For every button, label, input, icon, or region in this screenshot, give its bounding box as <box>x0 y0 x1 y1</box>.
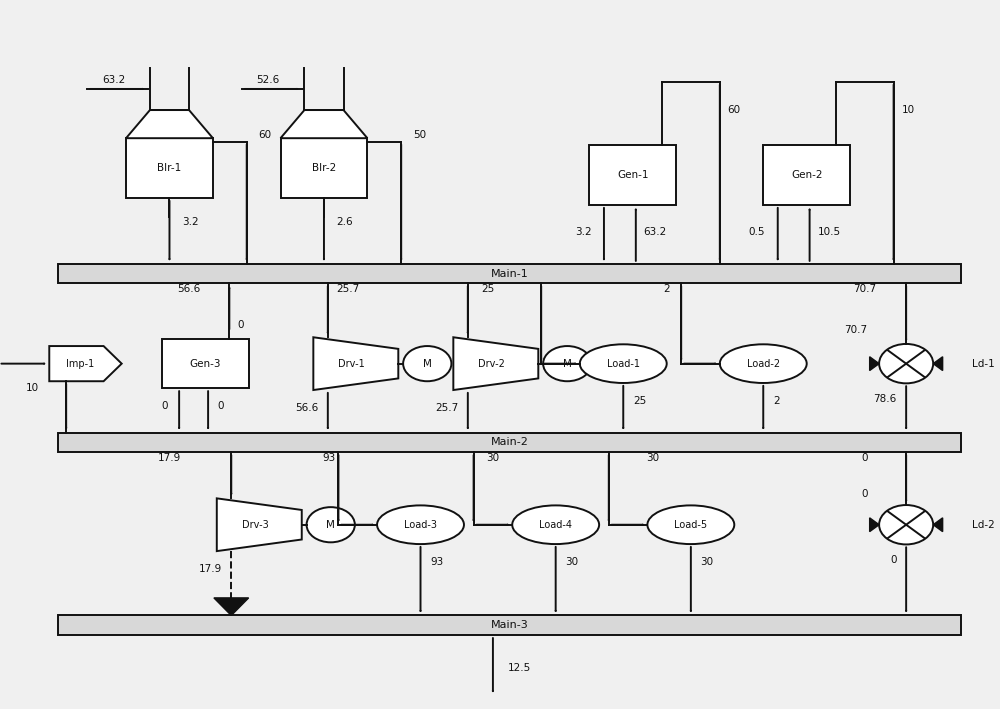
Text: 70.7: 70.7 <box>844 325 868 335</box>
Text: 17.9: 17.9 <box>198 564 222 574</box>
Ellipse shape <box>512 506 599 544</box>
Polygon shape <box>214 598 249 615</box>
Text: 2.6: 2.6 <box>337 217 353 227</box>
Circle shape <box>307 507 355 542</box>
Polygon shape <box>933 518 943 532</box>
Text: 30: 30 <box>486 453 499 463</box>
Circle shape <box>403 346 451 381</box>
Text: Load-1: Load-1 <box>607 359 640 369</box>
Text: 0: 0 <box>161 401 168 411</box>
Text: 0: 0 <box>861 489 868 499</box>
Text: 56.6: 56.6 <box>177 284 200 294</box>
Text: 3.2: 3.2 <box>575 228 591 238</box>
Text: Drv-2: Drv-2 <box>478 359 505 369</box>
Polygon shape <box>870 518 879 532</box>
FancyBboxPatch shape <box>58 615 961 635</box>
Polygon shape <box>281 110 367 138</box>
Text: 60: 60 <box>258 130 271 140</box>
FancyBboxPatch shape <box>281 138 367 198</box>
Text: 25.7: 25.7 <box>336 284 360 294</box>
Text: 10: 10 <box>901 105 914 115</box>
Polygon shape <box>933 357 943 371</box>
Text: 93: 93 <box>430 557 443 566</box>
Text: Blr-2: Blr-2 <box>312 163 336 173</box>
Circle shape <box>879 505 933 545</box>
Polygon shape <box>870 357 879 371</box>
Text: Load-3: Load-3 <box>404 520 437 530</box>
Text: Main-3: Main-3 <box>491 620 529 630</box>
Text: 50: 50 <box>413 130 426 140</box>
Text: 12.5: 12.5 <box>507 662 531 673</box>
Text: 0.5: 0.5 <box>749 228 765 238</box>
Ellipse shape <box>720 345 807 383</box>
Text: 0: 0 <box>861 453 868 463</box>
Text: M: M <box>563 359 572 369</box>
Text: Drv-1: Drv-1 <box>338 359 365 369</box>
Polygon shape <box>453 337 538 390</box>
Text: 10: 10 <box>26 384 39 393</box>
Text: Imp-1: Imp-1 <box>66 359 94 369</box>
Text: Load-4: Load-4 <box>539 520 572 530</box>
FancyBboxPatch shape <box>58 432 961 452</box>
Text: M: M <box>423 359 432 369</box>
Circle shape <box>879 344 933 384</box>
Text: Gen-3: Gen-3 <box>189 359 221 369</box>
Text: Gen-1: Gen-1 <box>617 170 649 180</box>
Text: 56.6: 56.6 <box>295 403 318 413</box>
Text: Ld-1: Ld-1 <box>972 359 995 369</box>
Text: Main-1: Main-1 <box>491 269 529 279</box>
Text: Load-5: Load-5 <box>674 520 707 530</box>
FancyBboxPatch shape <box>126 138 213 198</box>
Text: 25: 25 <box>633 396 646 406</box>
Polygon shape <box>217 498 302 551</box>
Polygon shape <box>126 110 213 138</box>
Text: Ld-2: Ld-2 <box>972 520 995 530</box>
Text: 30: 30 <box>565 557 578 566</box>
Text: Load-2: Load-2 <box>747 359 780 369</box>
Ellipse shape <box>580 345 667 383</box>
Text: 0: 0 <box>218 401 224 411</box>
Polygon shape <box>313 337 398 390</box>
Text: Blr-1: Blr-1 <box>157 163 182 173</box>
Text: 0: 0 <box>237 320 244 330</box>
Text: 3.2: 3.2 <box>182 217 199 227</box>
Text: 25: 25 <box>481 284 495 294</box>
Text: 52.6: 52.6 <box>256 75 280 85</box>
Text: 17.9: 17.9 <box>158 453 181 463</box>
FancyBboxPatch shape <box>589 145 676 205</box>
Text: 30: 30 <box>701 557 714 566</box>
Text: 30: 30 <box>646 453 659 463</box>
Text: M: M <box>326 520 335 530</box>
Text: Gen-2: Gen-2 <box>791 170 822 180</box>
Polygon shape <box>49 346 122 381</box>
Ellipse shape <box>377 506 464 544</box>
Text: 0: 0 <box>890 555 896 565</box>
Ellipse shape <box>647 506 734 544</box>
Text: Main-2: Main-2 <box>491 437 529 447</box>
Text: 70.7: 70.7 <box>853 284 876 294</box>
FancyBboxPatch shape <box>763 145 850 205</box>
Text: 25.7: 25.7 <box>435 403 458 413</box>
Circle shape <box>543 346 591 381</box>
Text: 2: 2 <box>773 396 780 406</box>
FancyBboxPatch shape <box>162 339 249 389</box>
Text: 2: 2 <box>663 284 670 294</box>
Text: 63.2: 63.2 <box>102 75 125 85</box>
Text: 60: 60 <box>728 105 741 115</box>
FancyBboxPatch shape <box>58 264 961 284</box>
Text: 78.6: 78.6 <box>873 393 896 404</box>
Text: 10.5: 10.5 <box>817 228 840 238</box>
Text: Drv-3: Drv-3 <box>242 520 268 530</box>
Text: 93: 93 <box>322 453 335 463</box>
Text: 63.2: 63.2 <box>644 228 667 238</box>
